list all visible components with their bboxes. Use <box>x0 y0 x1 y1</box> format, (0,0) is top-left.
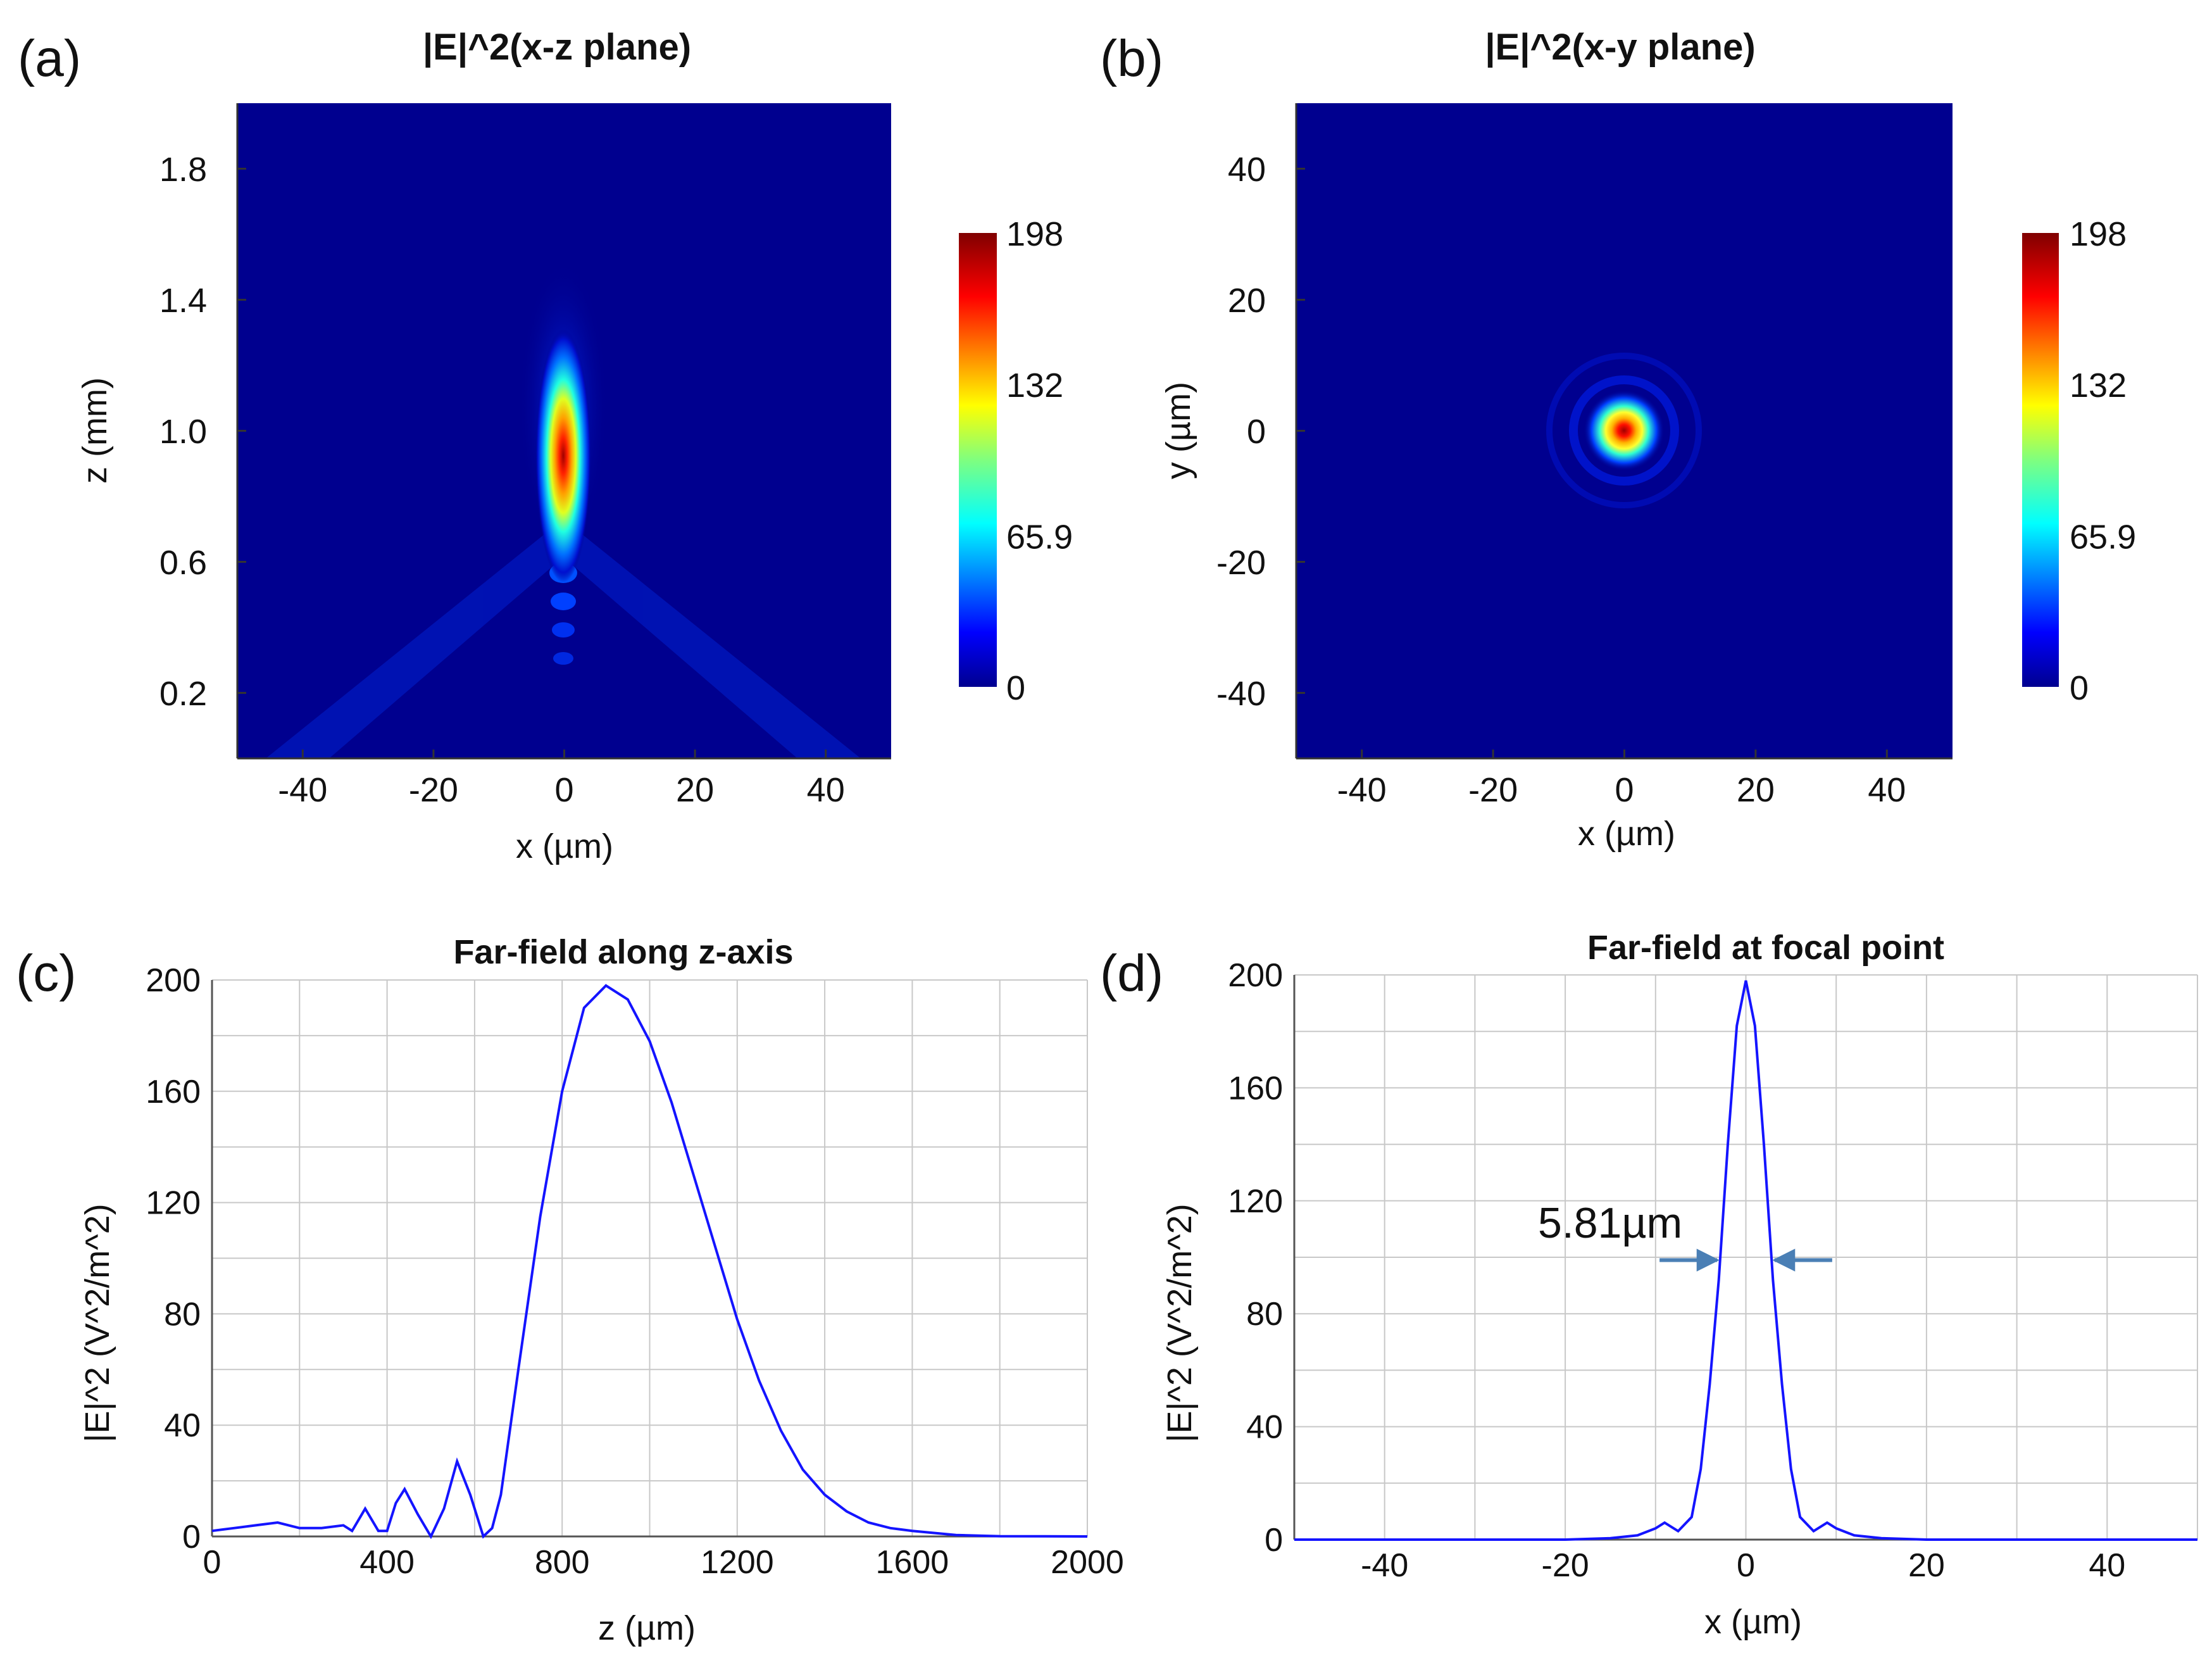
x-tick-label: -40 <box>278 771 327 809</box>
x-tick-label: 20 <box>676 771 714 809</box>
panel-d-series-line <box>1294 980 2197 1541</box>
x-tick-label: -20 <box>409 771 458 809</box>
y-tick-label: 0 <box>1265 1522 1283 1559</box>
y-tick-label: 1.4 <box>159 282 207 320</box>
panel-d-ylabel: |E|^2 (V^2/m^2) <box>1161 1203 1199 1442</box>
panel-b-y-ticks: -40 -20 0 20 40 <box>1216 151 1305 713</box>
x-tick-label: 400 <box>359 1544 415 1581</box>
y-tick-label: 160 <box>146 1074 201 1110</box>
colorbar-tick-label: 65.9 <box>1006 518 1073 556</box>
panel-d-xlabel: x (µm) <box>1704 1603 1802 1641</box>
panel-a-focal-spot <box>535 329 591 582</box>
panel-d-y-ticks: 0 40 80 120 160 200 <box>1228 957 1283 1559</box>
y-tick-label: 200 <box>146 962 201 999</box>
panel-a-colorbar-ticks: 0 65.9 132 198 <box>1006 215 1073 707</box>
x-tick-label: 0 <box>1615 771 1634 809</box>
x-tick-label: 1200 <box>701 1544 774 1581</box>
colorbar-tick-label: 0 <box>2070 669 2089 707</box>
panel-c-x-ticks: 0 400 800 1200 1600 2000 <box>203 1544 1124 1581</box>
panel-b-colorbar-ticks: 0 65.9 132 198 <box>2070 215 2136 707</box>
x-tick-label: -40 <box>1337 771 1387 809</box>
panel-d-x-ticks: -40 -20 0 20 40 <box>1361 1547 2125 1584</box>
x-tick-label: 20 <box>1737 771 1775 809</box>
colorbar-tick-label: 0 <box>1006 669 1025 707</box>
panel-a-x-ticks: -40 -20 0 20 40 <box>278 750 845 809</box>
panel-d-label: (d) <box>1100 945 1163 1002</box>
panel-c-line-chart: (c) Far-field along z-axis 0 400 800 1200 16… <box>16 933 1124 1647</box>
panel-a-side-lobes <box>266 519 861 758</box>
colorbar-tick-label: 132 <box>1006 367 1063 405</box>
panel-b-xlabel: x (µm) <box>1578 815 1675 853</box>
colorbar-tick-label: 198 <box>2070 215 2127 253</box>
panel-a-title: |E|^2(x-z plane) <box>423 27 691 68</box>
y-tick-label: -20 <box>1216 544 1266 582</box>
y-tick-label: 40 <box>1228 151 1266 189</box>
panel-d-title: Far-field at focal point <box>1587 929 1944 967</box>
y-tick-label: -40 <box>1216 675 1266 713</box>
x-tick-label: 20 <box>1908 1547 1945 1584</box>
x-tick-label: -20 <box>1468 771 1518 809</box>
panel-d-line-chart: (d) Far-field at focal point -40 -20 0 20 40… <box>1100 929 2198 1641</box>
panel-b-colorbar <box>2022 233 2059 687</box>
colorbar-tick-label: 132 <box>2070 367 2127 405</box>
y-tick-label: 40 <box>1246 1409 1283 1446</box>
panel-b-focal-spot <box>1584 390 1665 471</box>
panel-a-xz-heatmap: (a) |E|^2(x-z plane) -40 -20 0 20 40 0.2 0.6 1… <box>18 27 1073 865</box>
x-tick-label: 0 <box>554 771 573 809</box>
colorbar-tick-label: 198 <box>1006 215 1063 253</box>
colorbar-tick-label: 65.9 <box>2070 518 2136 556</box>
y-tick-label: 120 <box>146 1185 201 1222</box>
panel-a-y-ticks: 0.2 0.6 1.0 1.4 1.8 <box>159 151 246 713</box>
x-tick-label: 0 <box>203 1544 222 1581</box>
x-tick-label: 1600 <box>876 1544 949 1581</box>
panel-a-ylabel: z (mm) <box>76 377 114 484</box>
y-tick-label: 0.2 <box>159 675 207 713</box>
x-tick-label: 2000 <box>1051 1544 1124 1581</box>
panel-a-xlabel: x (µm) <box>516 827 613 865</box>
panel-b-airy-ring <box>1546 353 1702 508</box>
x-tick-label: -20 <box>1542 1547 1589 1584</box>
panel-b-title: |E|^2(x-y plane) <box>1485 27 1755 68</box>
y-tick-label: 120 <box>1228 1183 1283 1220</box>
panel-c-title: Far-field along z-axis <box>453 933 793 971</box>
x-tick-label: 0 <box>1737 1547 1755 1584</box>
panel-d-grid <box>1293 974 2198 1541</box>
panel-c-series-line <box>211 984 1088 1540</box>
y-tick-label: 40 <box>164 1407 201 1444</box>
y-tick-label: 1.0 <box>159 413 207 451</box>
panel-c-grid <box>211 979 1088 1538</box>
x-tick-label: -40 <box>1361 1547 1408 1584</box>
x-tick-label: 40 <box>2089 1547 2125 1584</box>
y-tick-label: 80 <box>1246 1296 1283 1333</box>
x-tick-label: 800 <box>535 1544 590 1581</box>
panel-b-x-ticks: -40 -20 0 20 40 <box>1337 750 1906 809</box>
y-tick-label: 0 <box>1247 413 1266 451</box>
y-tick-label: 80 <box>164 1296 201 1333</box>
x-tick-label: 40 <box>807 771 845 809</box>
panel-c-label: (c) <box>16 945 77 1002</box>
y-tick-label: 1.8 <box>159 151 207 189</box>
panel-b-label: (b) <box>1100 30 1163 87</box>
panel-a-label: (a) <box>18 30 81 87</box>
panel-c-ylabel: |E|^2 (V^2/m^2) <box>78 1203 116 1442</box>
x-tick-label: 40 <box>1868 771 1906 809</box>
y-tick-label: 160 <box>1228 1070 1283 1107</box>
panel-c-xlabel: z (µm) <box>598 1609 696 1647</box>
panel-d-fwhm-annotation: 5.81µm <box>1538 1199 1682 1247</box>
y-tick-label: 200 <box>1228 957 1283 994</box>
panel-b-ylabel: y (µm) <box>1159 382 1197 479</box>
y-tick-label: 20 <box>1228 282 1266 320</box>
panel-c-y-ticks: 0 40 80 120 160 200 <box>146 962 201 1555</box>
panel-a-colorbar <box>959 233 997 687</box>
panel-b-xy-heatmap: (b) |E|^2(x-y plane) -40 -20 0 20 40 -40 -20 0… <box>1100 27 2136 853</box>
y-tick-label: 0 <box>182 1519 201 1555</box>
y-tick-label: 0.6 <box>159 544 207 582</box>
